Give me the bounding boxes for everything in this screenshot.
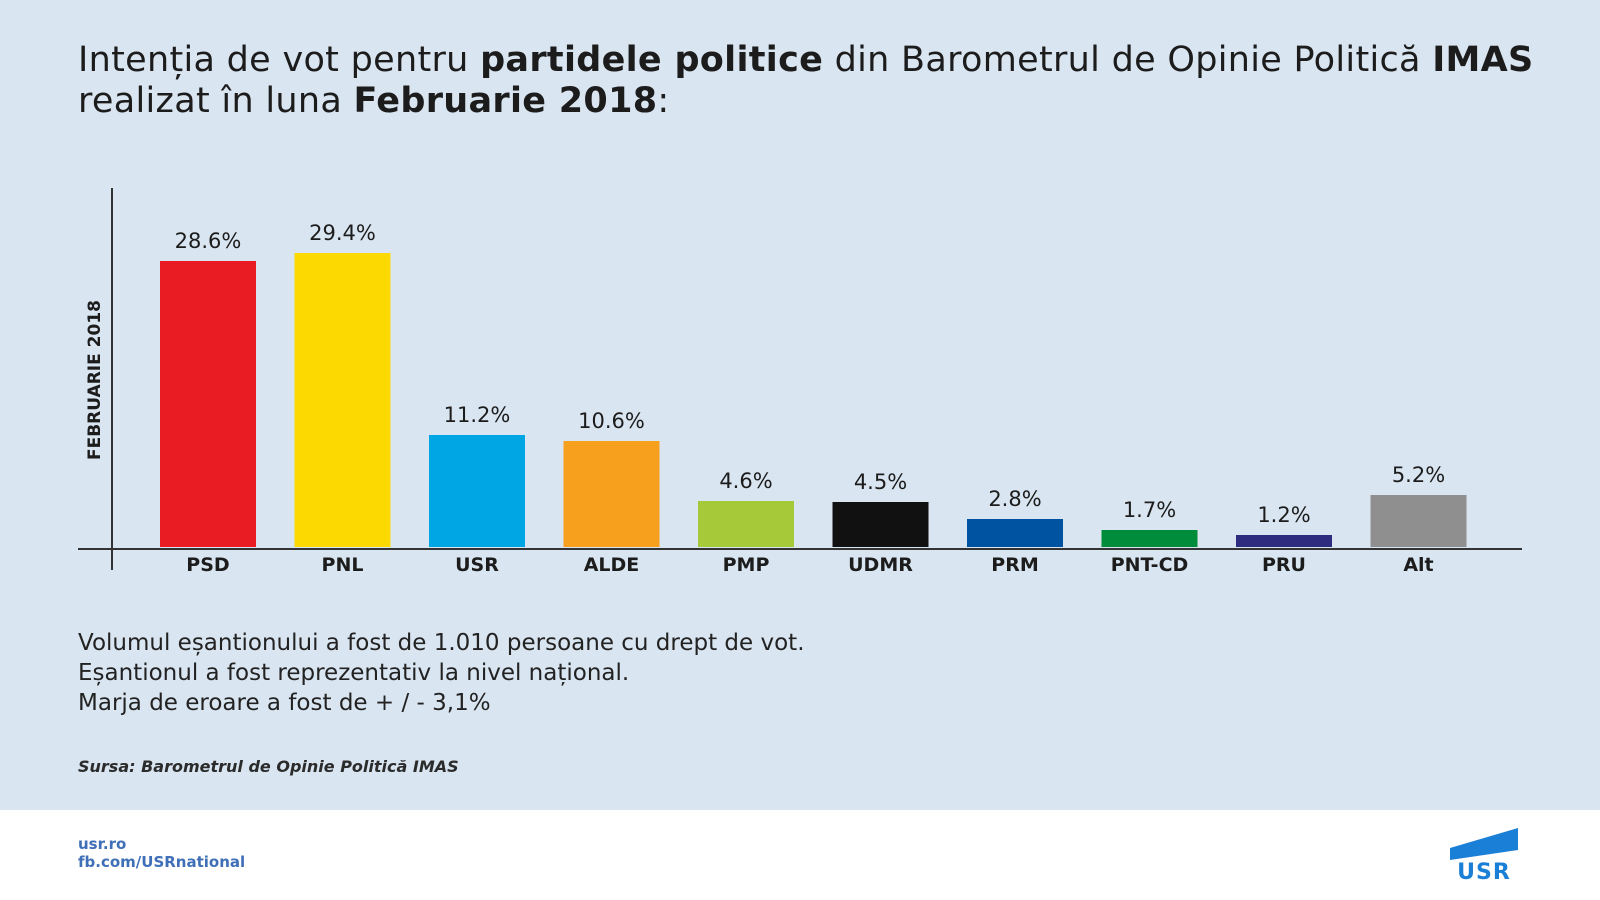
bar-usr [429,435,525,547]
bar-pru [1236,535,1332,547]
value-label-alt: 5.2% [1392,463,1445,487]
usr-logo: USR [1448,826,1520,886]
bar-pnt-cd [1101,530,1198,547]
title-part-bold: IMAS [1432,40,1534,80]
category-label-alde: ALDE [584,554,640,576]
bar-pmp [698,501,794,547]
value-label-pru: 1.2% [1257,503,1310,527]
category-label-usr: USR [455,554,499,576]
logo-text: USR [1457,860,1511,885]
footer-links: usr.ro fb.com/USRnational [78,835,245,871]
title-part: Intenția de vot pentru [78,40,481,80]
website-link[interactable]: usr.ro [78,835,127,853]
note-sample-size: Volumul eșantionului a fost de 1.010 per… [78,630,805,656]
bar-alde [563,441,660,547]
y-axis-label: FEBRUARIE 2018 [85,300,105,460]
note-margin-of-error: Marja de eroare a fost de + / - 3,1% [78,690,491,716]
usr-logo-icon [1450,828,1518,860]
bar-chart: FEBRUARIE 2018 28.6% PSD 29.4% PNL 11.2% USR 1… [78,188,1522,576]
category-label-pnt-cd: PNT-CD [1111,554,1189,576]
value-label-alde: 10.6% [578,409,645,433]
value-label-pnt-cd: 1.7% [1123,498,1176,522]
title-part-bold: Februarie 2018 [353,81,658,121]
value-label-pnl: 29.4% [309,221,376,245]
title-part: realizat în luna [78,81,354,121]
source-note: Sursa: Barometrul de Opinie Politică IMA… [78,757,459,776]
category-label-pmp: PMP [723,554,770,576]
bar-alt [1370,495,1467,547]
value-label-prm: 2.8% [988,487,1041,511]
note-representative: Eșantionul a fost reprezentativ la nivel… [78,660,630,686]
infographic-panel: Intenția de vot pentru partidele politic… [0,0,1600,810]
category-label-pnl: PNL [322,554,364,576]
bar-prm [967,519,1063,547]
category-label-udmr: UDMR [848,554,913,576]
facebook-link[interactable]: fb.com/USRnational [78,853,246,871]
value-label-pmp: 4.6% [719,469,772,493]
bar-psd [160,261,256,547]
value-label-usr: 11.2% [444,403,511,427]
category-label-pru: PRU [1262,554,1306,576]
notes-block: Volumul eșantionului a fost de 1.010 per… [78,628,805,718]
category-label-prm: PRM [991,554,1038,576]
value-label-udmr: 4.5% [854,470,907,494]
value-label-psd: 28.6% [175,229,242,253]
title-part: : [657,81,670,121]
chart-title: Intenția de vot pentru partidele politic… [78,40,1548,122]
category-label-alt: Alt [1403,554,1433,576]
title-part: din Barometrul de Opinie Politică [823,40,1433,80]
title-part-bold: partidele politice [480,40,824,80]
bar-udmr [832,502,929,547]
category-label-psd: PSD [186,554,229,576]
bar-pnl [294,253,391,547]
